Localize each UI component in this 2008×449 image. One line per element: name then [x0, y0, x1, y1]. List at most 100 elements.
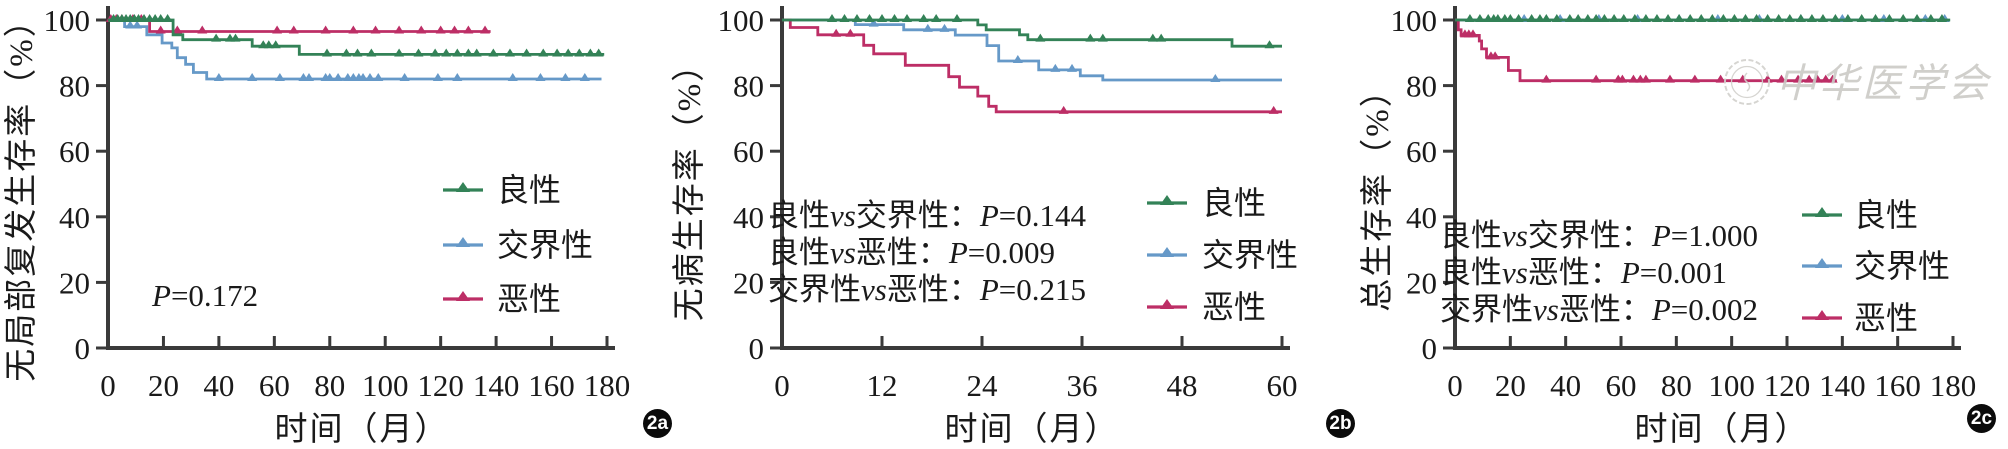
- censor-mark: [1689, 74, 1700, 83]
- y-tick-label: 20: [1406, 265, 1437, 300]
- censor-mark: [430, 48, 441, 57]
- censor-mark: [416, 25, 427, 34]
- censor-mark: [1564, 14, 1575, 22]
- censor-mark: [1097, 33, 1108, 42]
- censor-mark: [1464, 14, 1475, 22]
- censor-mark: [889, 14, 900, 22]
- censor-mark: [574, 48, 585, 57]
- x-tick-label: 0: [100, 368, 116, 403]
- x-tick-label: 60: [1267, 368, 1298, 403]
- censor-mark: [352, 48, 363, 57]
- censor-mark: [480, 25, 491, 34]
- censor-mark: [452, 73, 463, 82]
- censor-mark: [1035, 33, 1046, 42]
- censor-mark: [1784, 14, 1795, 22]
- x-tick-label: 20: [148, 368, 179, 403]
- censor-mark: [1541, 14, 1552, 22]
- survival-line-benign: [108, 18, 605, 56]
- censor-mark: [320, 25, 331, 34]
- censor-mark: [579, 73, 590, 82]
- censor-mark: [1762, 14, 1773, 22]
- censor-mark: [358, 73, 369, 82]
- censor-mark: [1870, 14, 1881, 22]
- censor-mark: [1147, 33, 1158, 42]
- x-tick-label: 24: [967, 368, 999, 403]
- p-value-annotation: 良性vs交界性：P=0.144: [768, 198, 1086, 233]
- legend-item-malignant: 恶性: [1147, 289, 1266, 325]
- censor-mark: [1795, 14, 1806, 22]
- censor-mark: [1729, 14, 1740, 22]
- censor-mark: [504, 48, 515, 57]
- legend-item-benign: 良性: [443, 172, 561, 208]
- legend-triangle-marker: [1815, 207, 1829, 217]
- censor-mark: [1210, 74, 1221, 83]
- censor-mark: [1268, 105, 1279, 114]
- survival-line-benign: [782, 18, 1282, 48]
- watermark-seal-icon: [1724, 59, 1770, 105]
- p-value-annotation: 良性vs交界性：P=1.000: [1440, 218, 1758, 253]
- censor-mark: [1526, 14, 1537, 22]
- panel-2c: 0 20 40 60 80 100 0 20 40 60 80 100 120 140 160 180 时间（月…: [1359, 3, 1976, 448]
- censor-mark: [952, 14, 962, 22]
- legend-triangle-marker: [456, 182, 470, 192]
- legend-label: 交界性: [497, 227, 593, 263]
- censor-mark: [303, 73, 314, 82]
- p-value-annotation: 交界性vs恶性：P=0.002: [1440, 292, 1758, 327]
- y-tick-label: 20: [59, 265, 90, 300]
- censor-mark: [1058, 105, 1069, 114]
- censor-mark: [211, 33, 222, 42]
- censor-mark: [1505, 14, 1516, 22]
- censor-mark: [1156, 33, 1167, 42]
- legend-label: 恶性: [497, 281, 561, 317]
- x-tick-label: 60: [1606, 368, 1637, 403]
- legend-label: 良性: [1854, 197, 1918, 233]
- censor-mark: [1551, 14, 1562, 22]
- censor-mark: [1640, 74, 1651, 83]
- censor-mark: [1467, 29, 1478, 38]
- curve-benign: [1455, 14, 1951, 22]
- x-tick-label: 40: [1550, 368, 1581, 403]
- legend-item-benign: 良性: [1147, 185, 1266, 221]
- censor-mark: [1609, 14, 1620, 22]
- x-tick-label: 40: [203, 368, 234, 403]
- legend-item-borderline: 交界性: [1147, 237, 1298, 273]
- y-tick-label: 60: [1406, 134, 1437, 169]
- censor-mark: [939, 23, 950, 32]
- censor-mark: [1884, 14, 1895, 22]
- censor-mark: [1715, 74, 1726, 83]
- censor-mark: [868, 18, 879, 27]
- legend-triangle-marker: [1815, 258, 1829, 268]
- x-tick-label: 180: [1930, 368, 1977, 403]
- censor-mark: [274, 73, 285, 82]
- censor-mark: [1812, 74, 1823, 83]
- censor-mark: [1640, 14, 1651, 22]
- censor-mark: [155, 14, 166, 22]
- censor-mark: [247, 73, 258, 82]
- censor-mark: [413, 48, 424, 57]
- censor-mark: [341, 48, 352, 57]
- x-tick-label: 48: [1167, 368, 1198, 403]
- censor-mark: [931, 14, 942, 22]
- x-tick-label: 0: [774, 368, 790, 403]
- censor-mark: [902, 14, 912, 22]
- censor-mark: [1696, 14, 1707, 22]
- censor-mark: [1936, 14, 1947, 22]
- censor-mark: [125, 20, 136, 29]
- censor-mark: [1740, 14, 1751, 22]
- legend-item-borderline: 交界性: [1802, 248, 1950, 284]
- censor-mark: [432, 73, 443, 82]
- y-tick-label: 100: [1391, 3, 1438, 38]
- p-value-annotation: P=0.172: [151, 278, 258, 313]
- x-tick-label: 140: [1819, 368, 1866, 403]
- censor-mark: [348, 25, 359, 34]
- censor-mark: [1793, 74, 1804, 83]
- censor-mark: [864, 14, 875, 22]
- survival-line-borderline: [782, 18, 1282, 82]
- censor-mark: [1912, 14, 1923, 22]
- x-tick-label: 0: [1447, 368, 1463, 403]
- censor-mark: [155, 25, 166, 34]
